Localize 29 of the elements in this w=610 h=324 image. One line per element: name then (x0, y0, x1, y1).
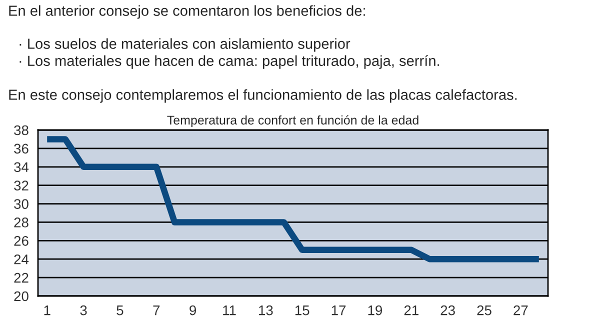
x-tick-label: 7 (153, 306, 160, 316)
y-tick-label: 34 (14, 162, 29, 172)
x-tick-label: 5 (116, 306, 124, 316)
chart-title: Temperatura de confort en función de la edad (167, 115, 418, 128)
y-tick-label: 24 (14, 254, 29, 264)
y-tick-label: 26 (14, 236, 28, 246)
y-tick-label: 22 (14, 272, 28, 283)
y-tick-label: 30 (14, 199, 28, 209)
x-tick-label: 1 (44, 306, 50, 316)
text: · Los materiales que hacen de cama: papel triturado, paja, serrín. (20, 55, 440, 69)
x-tick-label: 13 (259, 305, 273, 316)
text: · Los suelos de materiales con aislamiento superior (20, 38, 350, 52)
y-tick-label: 38 (14, 125, 28, 136)
x-tick-label: 23 (440, 305, 455, 316)
text: En el anterior consejo se comentaron los beneficios de: (9, 5, 365, 19)
x-tick-label: 9 (190, 305, 196, 316)
y-tick-label: 28 (14, 218, 28, 228)
x-tick-label: 25 (477, 305, 492, 316)
x-tick-label: 27 (514, 305, 528, 316)
x-tick-label: 3 (80, 305, 87, 316)
x-tick-label: 21 (404, 305, 418, 316)
x-tick-label: 15 (295, 306, 310, 316)
y-tick-label: 20 (14, 291, 28, 302)
x-tick-label: 17 (332, 306, 346, 316)
x-tick-label: 11 (223, 306, 236, 316)
y-tick-label: 36 (14, 144, 28, 154)
y-tick-label: 32 (14, 180, 28, 191)
x-tick-label: 19 (368, 305, 382, 316)
text: En este consejo contemplaremos el funcionamiento de las placas calefactoras. (9, 89, 517, 103)
